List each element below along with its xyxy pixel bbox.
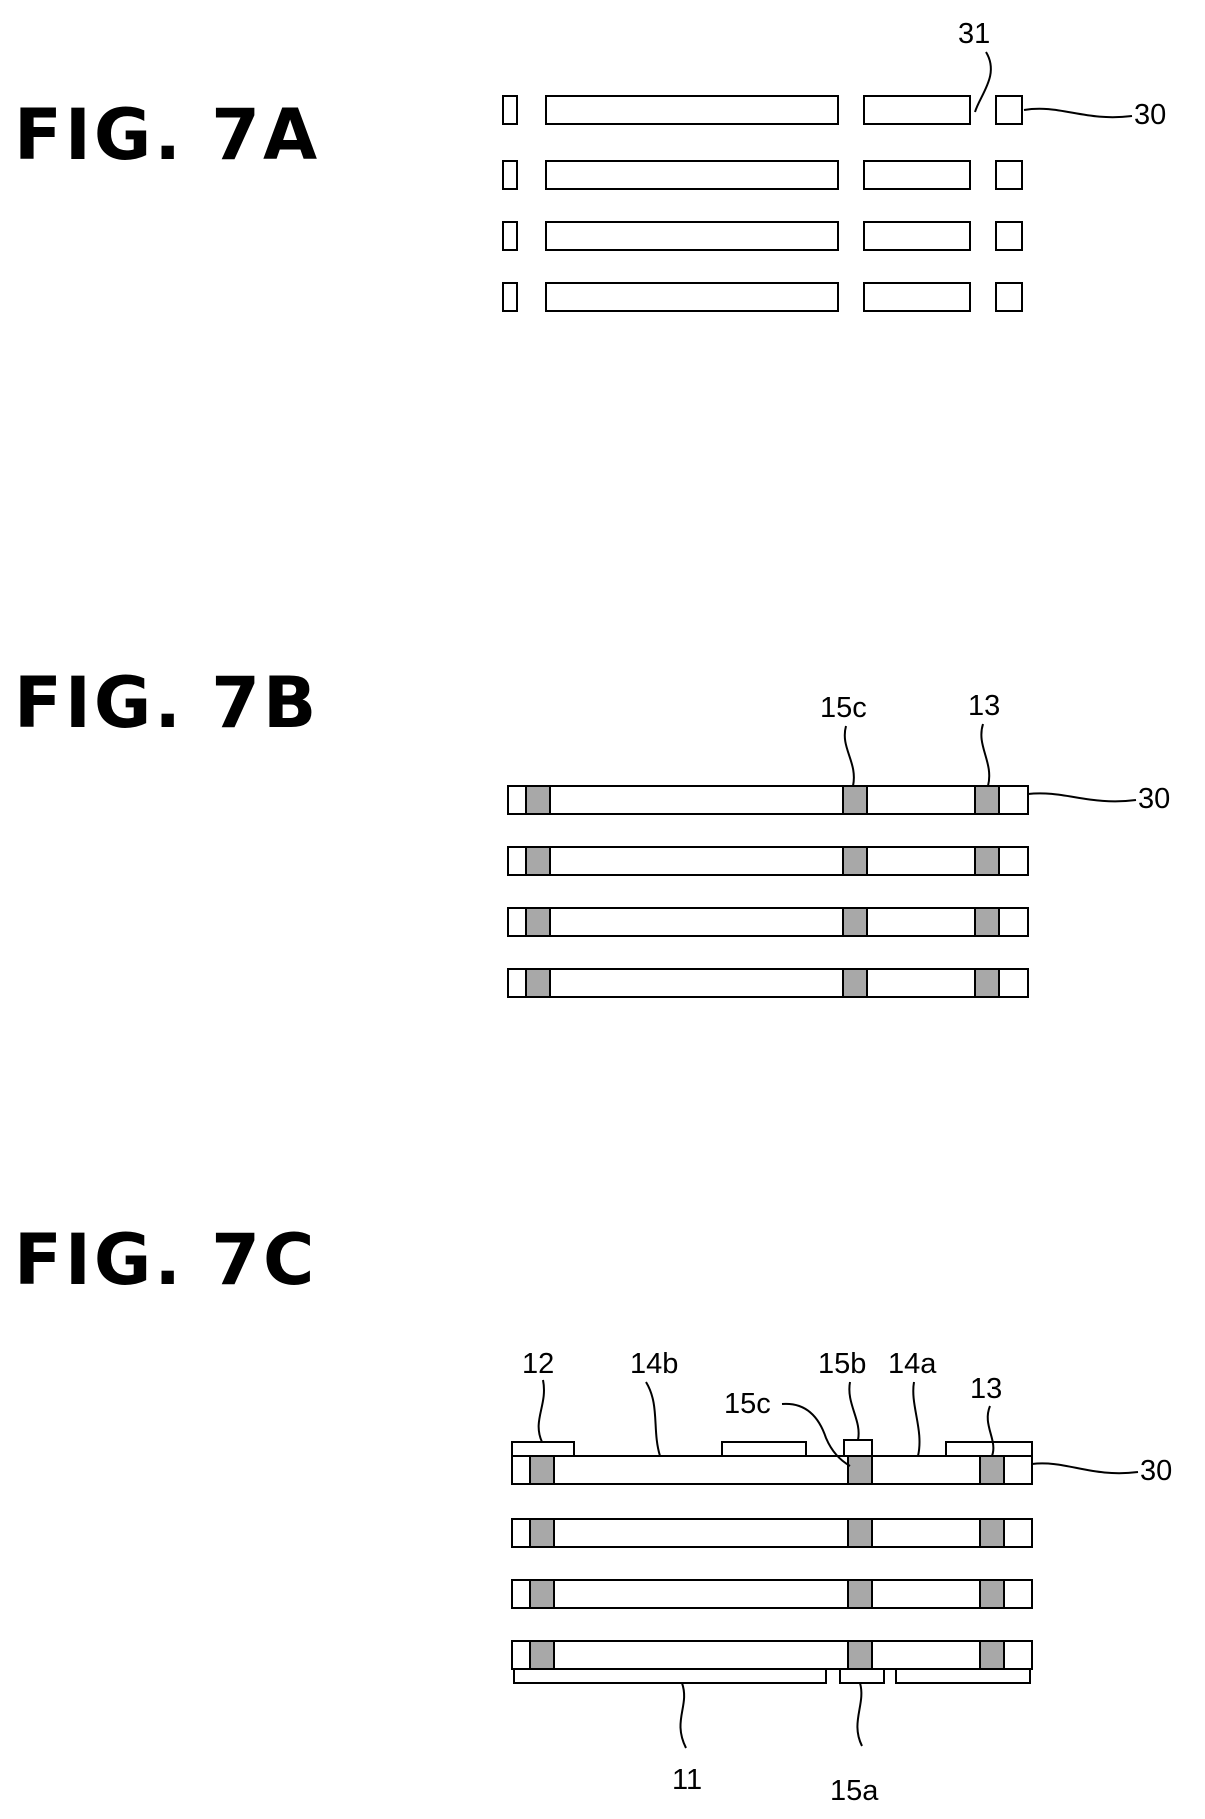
label-15b: 15b bbox=[818, 1348, 866, 1380]
fig-7c-row bbox=[512, 1456, 1032, 1484]
fig-7a-row bbox=[503, 222, 1022, 250]
pad-15b bbox=[844, 1440, 872, 1456]
fig-7b-row bbox=[508, 908, 1028, 936]
label-30-a: 30 bbox=[1134, 99, 1166, 131]
fig-7b-row bbox=[508, 847, 1028, 875]
fig-7b-row bbox=[508, 786, 1028, 814]
label-14a: 14a bbox=[888, 1348, 937, 1380]
leader-31 bbox=[975, 52, 991, 112]
fig-7a-diagram: 31 30 bbox=[503, 18, 1166, 311]
leader-14a bbox=[913, 1382, 919, 1456]
fig-7c-diagram: 12 14b 15b 14a 13 15c 30 11 15a bbox=[512, 1348, 1172, 1807]
fig-7c-row bbox=[512, 1580, 1032, 1608]
label-30-c: 30 bbox=[1140, 1455, 1172, 1487]
label-13-b: 13 bbox=[968, 690, 1000, 722]
label-11: 11 bbox=[672, 1764, 702, 1796]
fig-7c-row bbox=[512, 1519, 1032, 1547]
leader-11 bbox=[680, 1683, 686, 1748]
pad-11 bbox=[514, 1669, 826, 1683]
leader-30-b bbox=[1028, 793, 1136, 801]
fig-7b-row bbox=[508, 969, 1028, 997]
label-12: 12 bbox=[522, 1348, 554, 1380]
label-14b: 14b bbox=[630, 1348, 678, 1380]
fig-7a-row bbox=[503, 161, 1022, 189]
leader-30-c bbox=[1032, 1463, 1138, 1473]
label-13-c: 13 bbox=[970, 1373, 1002, 1405]
fig-7c-row bbox=[512, 1641, 1032, 1669]
label-30-b: 30 bbox=[1138, 783, 1170, 815]
fig-7b-diagram: 15c 13 30 bbox=[508, 690, 1170, 997]
leader-15b bbox=[849, 1382, 858, 1440]
label-15c-c: 15c bbox=[724, 1388, 771, 1420]
leader-15a bbox=[857, 1683, 862, 1746]
fig-7a-row bbox=[503, 96, 1022, 124]
pad-top-right bbox=[946, 1442, 1032, 1456]
leader-14b bbox=[646, 1382, 660, 1456]
pad-top-middle bbox=[722, 1442, 806, 1456]
pad-bottom-right bbox=[896, 1669, 1030, 1683]
pad-12 bbox=[512, 1442, 574, 1456]
leader-12 bbox=[539, 1380, 544, 1442]
fig-7a-row bbox=[503, 283, 1022, 311]
label-15c-b: 15c bbox=[820, 692, 867, 724]
leader-30-a bbox=[1024, 109, 1132, 117]
leader-15c-b bbox=[845, 726, 854, 786]
pad-15a bbox=[840, 1669, 884, 1683]
label-31: 31 bbox=[958, 18, 990, 50]
leader-13-b bbox=[981, 724, 989, 786]
label-15a: 15a bbox=[830, 1775, 879, 1807]
